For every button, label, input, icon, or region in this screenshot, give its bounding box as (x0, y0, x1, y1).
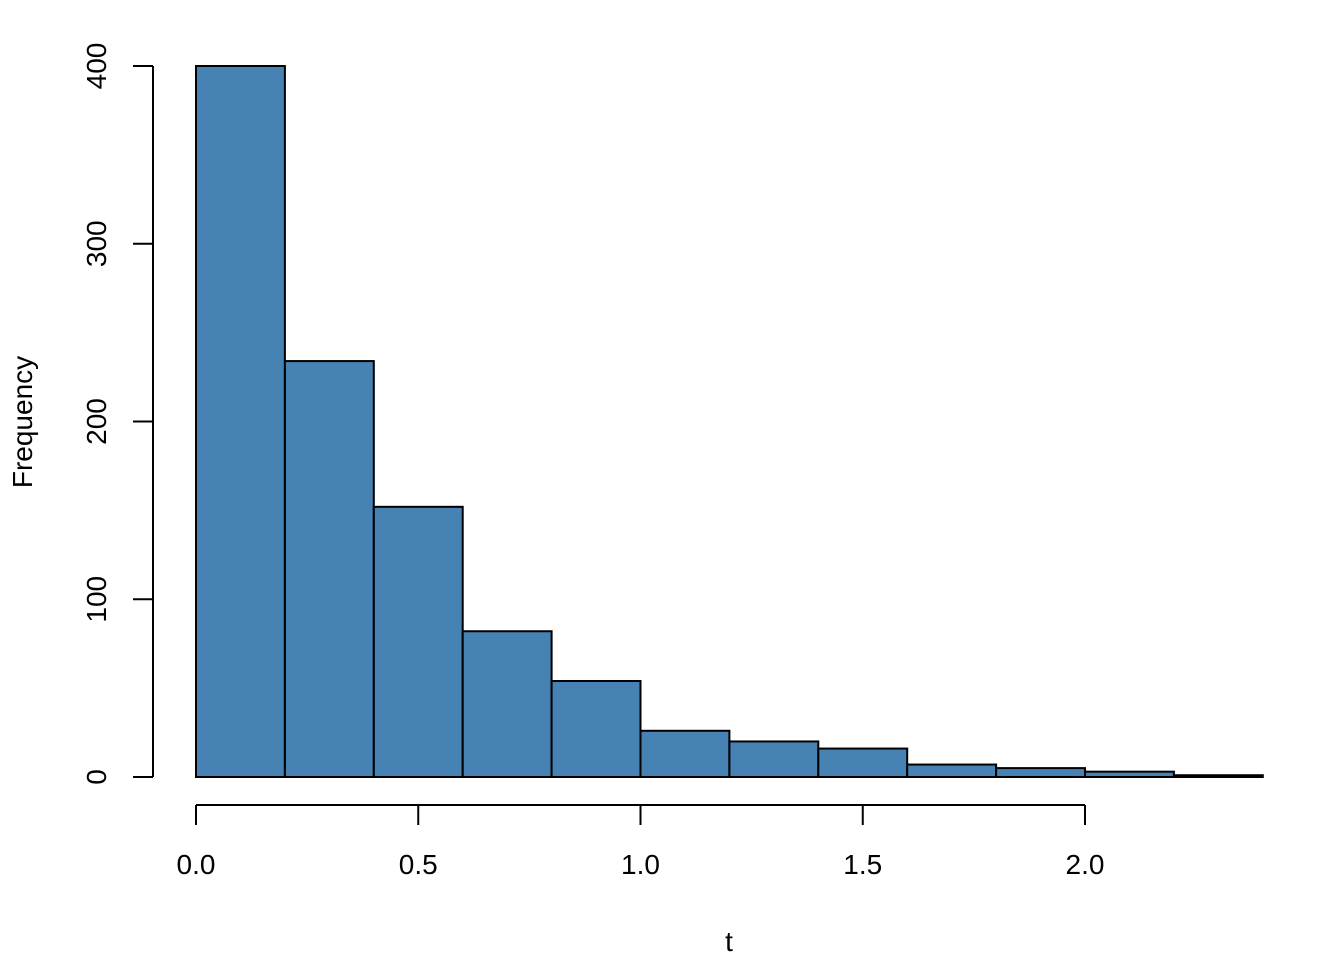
histogram-bar-3 (461, 630, 553, 778)
histogram-bar-10 (1084, 770, 1175, 778)
histogram-bar-2 (372, 505, 464, 778)
histogram-bar-1 (283, 360, 375, 778)
histogram-bar-6 (728, 740, 820, 779)
x-axis: 0.0 0.5 1.0 1.5 2.0 (177, 804, 1105, 880)
y-tick-label: 100 (81, 576, 112, 623)
x-tick-label: 0.5 (399, 849, 438, 880)
x-tick-label: 0.0 (177, 849, 216, 880)
y-axis: 0 100 200 300 400 (81, 43, 154, 785)
x-tick-label: 1.5 (843, 849, 882, 880)
x-tick-label: 2.0 (1066, 849, 1105, 880)
bars-group (195, 65, 1264, 779)
y-tick-label: 300 (81, 220, 112, 267)
histogram-bar-5 (639, 729, 731, 778)
y-tick-label: 200 (81, 398, 112, 445)
histogram-bar-9 (995, 767, 1086, 778)
histogram-bar-11 (1172, 774, 1264, 778)
histogram-bar-0 (195, 65, 286, 778)
x-axis-title: t (725, 926, 733, 957)
y-axis-title: Frequency (7, 356, 38, 488)
histogram-bar-4 (550, 680, 642, 779)
x-tick-label: 1.0 (621, 849, 660, 880)
y-tick-label: 0 (81, 769, 112, 785)
y-tick-label: 400 (81, 43, 112, 90)
histogram-bar-7 (817, 747, 909, 778)
histogram-bar-8 (906, 763, 998, 778)
